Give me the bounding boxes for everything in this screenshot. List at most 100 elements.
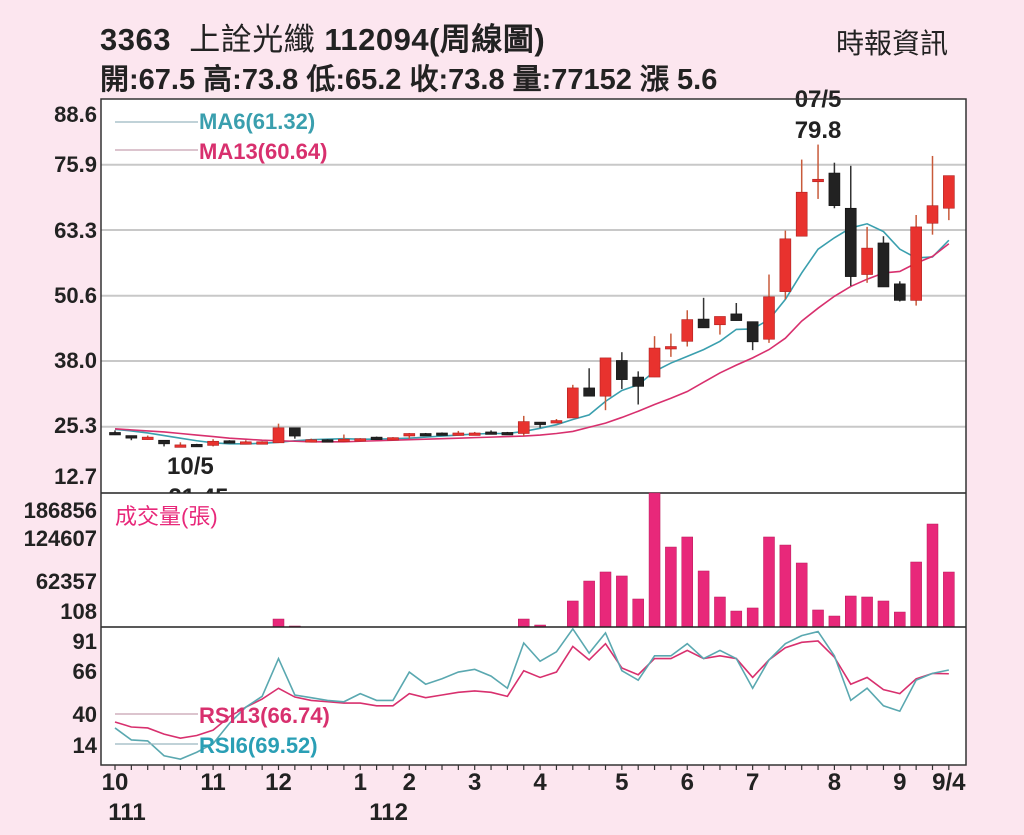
- candle-body: [812, 178, 824, 183]
- candle-body: [599, 357, 612, 397]
- price-tick-label: 75.9: [54, 152, 97, 177]
- candle-body: [436, 432, 448, 436]
- volume-bar: [665, 546, 677, 628]
- candle-body: [763, 296, 775, 340]
- legend-ma6: MA6(61.32): [199, 109, 315, 134]
- volume-bar: [812, 609, 824, 628]
- x-month-label: 10: [102, 769, 129, 796]
- candle-body: [338, 438, 350, 442]
- stock-name: 上詮光纖: [189, 22, 316, 57]
- candle-body: [468, 432, 481, 436]
- candle-body: [452, 432, 465, 436]
- x-month-label: 8: [828, 769, 841, 796]
- candle-body: [207, 440, 219, 446]
- volume-panel-background: [101, 493, 966, 627]
- volume-tick-label: 124607: [24, 526, 97, 551]
- x-year-label: 112: [369, 799, 408, 826]
- candle-body: [240, 441, 252, 445]
- volume-bar: [648, 492, 661, 628]
- candle-body: [893, 283, 906, 301]
- x-month-label: 12: [265, 769, 292, 796]
- candle-body: [910, 226, 922, 301]
- rsi-line-rsi6: [114, 627, 950, 760]
- candle-body: [632, 376, 645, 387]
- x-month-label: 7: [746, 769, 759, 796]
- candle-body: [566, 387, 579, 419]
- ma-line-ma6: [114, 222, 950, 445]
- candle-body: [419, 433, 432, 437]
- candle-body: [289, 427, 301, 437]
- candle-body: [109, 432, 121, 436]
- legend-ma13: MA13(60.64): [199, 139, 327, 164]
- candle-body: [305, 439, 318, 443]
- x-month-label: 9: [893, 769, 906, 796]
- candle-body: [861, 247, 873, 275]
- candle-body: [583, 387, 595, 397]
- ohlc-summary: 開:67.5 高:73.8 低:65.2 收:73.8 量:77152 漲 5.…: [100, 64, 718, 96]
- volume-bar: [795, 562, 808, 628]
- candle-body: [681, 319, 694, 342]
- legend-rsi6: RSI6(69.52): [199, 733, 318, 758]
- ma-line-ma13: [114, 243, 950, 443]
- rsi-tick-label: 66: [73, 659, 97, 684]
- candle-body: [321, 439, 334, 443]
- volume-bar: [681, 536, 693, 628]
- volume-bar: [518, 618, 530, 628]
- candle-body: [550, 420, 563, 424]
- stock-code: 3363: [100, 22, 171, 57]
- volume-bar: [926, 523, 939, 628]
- x-year-label: 111: [108, 799, 145, 826]
- candle-body: [256, 441, 268, 445]
- candle-body: [648, 347, 661, 378]
- candle-body: [877, 242, 890, 288]
- candle-body: [714, 316, 726, 326]
- candle-body: [501, 432, 514, 436]
- chart-period: 112094(周線圖): [324, 22, 546, 57]
- candle-body: [485, 431, 497, 435]
- source-label: 時報資訊: [836, 28, 949, 59]
- candle-body: [665, 346, 677, 350]
- volume-bar: [910, 561, 922, 628]
- volume-bar: [943, 571, 955, 628]
- volume-label: 成交量(張): [115, 504, 218, 529]
- candle-body: [174, 444, 187, 448]
- volume-bar: [746, 607, 759, 628]
- rsi-tick-label: 14: [73, 733, 98, 758]
- x-month-label: 2: [403, 769, 416, 796]
- volume-bar: [763, 536, 775, 628]
- candle-body: [534, 421, 546, 425]
- candle-body: [387, 437, 399, 441]
- price-tick-label: 25.3: [54, 413, 97, 438]
- x-month-label: 9/4: [932, 769, 966, 796]
- volume-bar: [861, 596, 873, 628]
- candle-body: [190, 444, 203, 448]
- candle-body: [158, 439, 170, 445]
- high-value-annotation: 79.8: [795, 117, 842, 144]
- volume-bar: [583, 580, 595, 628]
- candle-body: [746, 321, 759, 343]
- volume-bar: [272, 618, 285, 628]
- candle-body: [828, 172, 841, 206]
- candle-body: [125, 435, 138, 439]
- price-tick-label: 63.3: [54, 218, 97, 243]
- volume-bar: [845, 595, 857, 628]
- volume-bar: [599, 571, 612, 628]
- candle-body: [403, 433, 416, 437]
- x-month-label: 5: [615, 769, 628, 796]
- candle-body: [844, 207, 857, 277]
- volume-tick-label: 62357: [36, 569, 97, 594]
- x-month-label: 1: [354, 769, 367, 796]
- low-date-annotation: 10/5: [167, 453, 214, 480]
- price-tick-label: 50.6: [54, 283, 97, 308]
- x-month-label: 3: [468, 769, 481, 796]
- x-month-label: 6: [681, 769, 694, 796]
- volume-tick-label: 108: [60, 599, 97, 624]
- volume-bar: [894, 611, 906, 628]
- candle-body: [616, 360, 628, 380]
- volume-bar: [714, 596, 726, 628]
- candle-body: [730, 313, 743, 321]
- rsi-tick-label: 91: [73, 629, 97, 654]
- x-month-label: 11: [200, 769, 225, 796]
- volume-bar: [697, 570, 710, 628]
